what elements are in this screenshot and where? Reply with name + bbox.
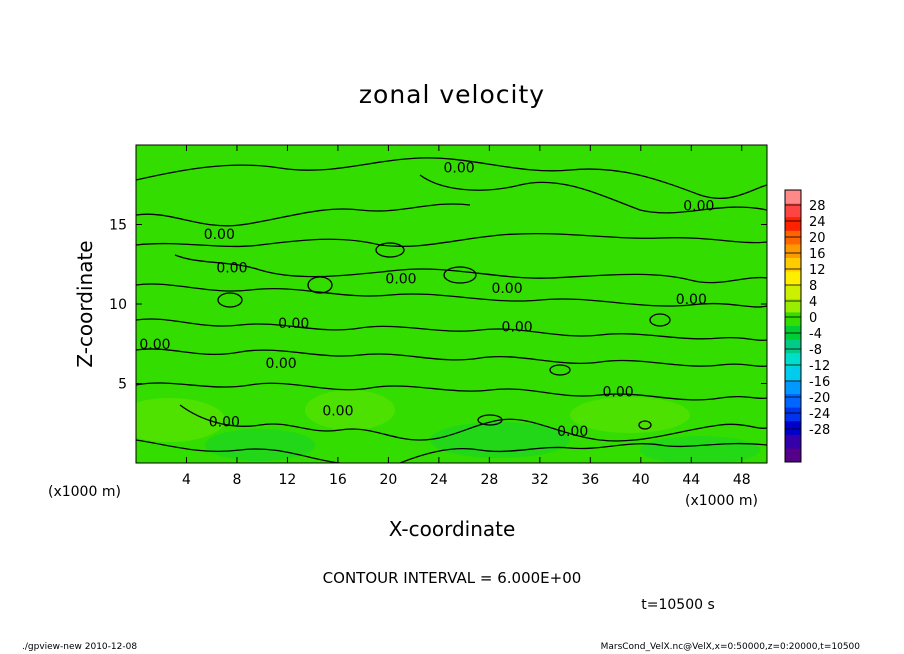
colorbar-segment [785,258,801,273]
plot-area: 0.00 0.00 0.00 0.00 0.00 0.00 0.00 0.00 0.00 0.00… [135,144,768,464]
colorbar-segment [785,366,801,381]
footer-left: ./gpview-new 2010-12-08 [22,642,138,652]
contour-interval: CONTOUR INTERVAL = 6.000E+00 [323,569,582,587]
colorbar-label: -16 [809,375,830,390]
x-tick-label: 16 [329,472,347,488]
x-tick-label: 20 [379,472,397,488]
x-tick-label: 32 [531,472,549,488]
contour-label: 0.00 [443,160,474,176]
time-label: t=10500 s [641,597,715,613]
x-tick-label: 8 [232,472,241,488]
colorbar-segment [785,394,801,409]
y-tick-label: 5 [118,377,127,393]
x-tick-label: 4 [182,472,191,488]
colorbar-label: -4 [809,327,822,342]
footer-right: MarsCond_VelX.nc@VelX,x=0:50000,z=0:2000… [600,642,860,652]
colorbar-segment [785,285,801,300]
colorbar-label: -12 [809,359,830,374]
colorbar-label: 16 [809,247,826,262]
colorbar-segment [785,407,801,422]
colorbar-segment [785,421,801,436]
x-axis-unit-right: (x1000 m) [685,493,758,509]
colorbar-segment [785,353,801,368]
x-axis-label: X-coordinate [389,517,516,541]
contour-label: 0.00 [683,198,714,214]
colorbar-label: 24 [809,215,826,230]
contour-label: 0.00 [209,415,240,431]
colorbar-segment [785,448,801,463]
colorbar-label: 20 [809,231,826,246]
contour-label: 0.00 [216,260,247,276]
contour-label: 0.00 [602,384,633,400]
x-tick-label: 12 [279,472,297,488]
contour-label: 0.00 [322,404,353,420]
colorbar-segment [785,298,801,313]
x-tick-label: 36 [581,472,599,488]
colorbar-segment [785,203,801,218]
colorbar-segment [785,230,801,245]
x-tick-label: 40 [632,472,650,488]
colorbar-segment [785,312,801,327]
y-tick-label: 15 [109,218,127,234]
x-tick-label: 44 [682,472,700,488]
colorbar-label: 4 [809,295,817,310]
colorbar-label: -28 [809,423,830,438]
contour-label: 0.00 [278,316,309,332]
contour-label: 0.00 [204,227,235,243]
colorbar-frame [784,189,802,463]
colorbar-label: 0 [809,311,817,326]
colorbar-segment [785,339,801,354]
contour-label: 0.00 [385,272,416,288]
colorbar-segment [785,244,801,259]
contour-label: 0.00 [676,292,707,308]
contour-label: 0.00 [266,356,297,372]
colorbar-segment [785,217,801,232]
x-axis-ticks: 4 8 12 16 20 24 28 32 36 40 44 48 [182,145,751,488]
x-tick-label: 28 [480,472,498,488]
colorbar-segment [785,434,801,449]
colorbar-segment [785,190,801,205]
contour-label: 0.00 [491,281,522,297]
contour-labels: 0.00 0.00 0.00 0.00 0.00 0.00 0.00 0.00 0.00 0.00… [139,160,714,440]
colorbar-segment [785,380,801,395]
y-axis-ticks: 5 10 15 [109,218,767,393]
colorbar-label: -24 [809,407,830,422]
colorbar-segment [785,271,801,286]
x-tick-label: 24 [430,472,448,488]
y-axis-label: Z-coordinate [73,240,97,367]
x-axis-unit-left: (x1000 m) [48,484,121,500]
colorbar-label: -8 [809,343,822,358]
contour-label: 0.00 [557,424,588,440]
colorbar-label: 8 [809,279,817,294]
x-tick-label: 48 [733,472,751,488]
colorbar-label: 12 [809,263,826,278]
colorbar-label: 28 [809,199,826,214]
colorbar-label: -20 [809,391,830,406]
y-tick-label: 10 [109,297,127,313]
contour-label: 0.00 [502,319,533,335]
chart-title: zonal velocity [359,80,545,109]
contour-lines [136,157,767,463]
contour-label: 0.00 [139,337,170,353]
